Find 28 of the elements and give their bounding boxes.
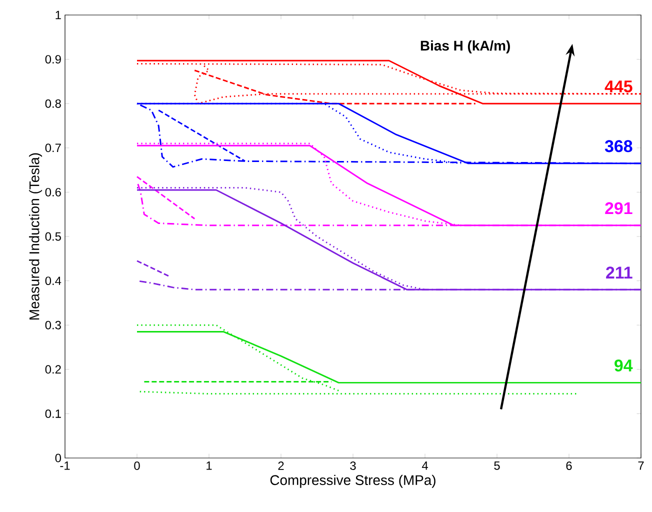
y-tick-label: 0.5 (45, 232, 61, 241)
series-label: 368 (604, 140, 632, 152)
series-label: 445 (604, 80, 632, 92)
series-label: 94 (614, 359, 633, 372)
y-axis-title: Measured Induction (Tesla) (29, 153, 42, 320)
x-tick-label: 6 (566, 462, 572, 470)
x-tick-label: 2 (278, 462, 284, 470)
series-label: 291 (605, 202, 632, 214)
y-tick-label: 0.3 (45, 320, 61, 330)
y-tick-label: 0.8 (45, 99, 61, 108)
y-tick-label: 0.4 (45, 276, 62, 286)
y-tick-label: 0.9 (45, 55, 61, 64)
x-tick-label: 7 (638, 462, 644, 470)
y-tick-label: 0.2 (45, 365, 61, 374)
y-tick-label: 0.6 (45, 188, 61, 196)
y-tick-label: 1 (56, 10, 61, 20)
y-tick-label: 0 (55, 454, 62, 462)
x-tick-label: 0 (134, 462, 140, 470)
x-tick-label: -1 (60, 462, 70, 470)
y-tick-label: 0.7 (45, 144, 61, 152)
series-label: 211 (606, 266, 632, 278)
x-tick-label: 3 (350, 462, 356, 470)
x-axis-title: Compressive Stress (MPa) (270, 474, 436, 488)
x-tick-label: 1 (206, 462, 212, 470)
y-tick-label: 0.1 (45, 409, 61, 418)
x-tick-label: 4 (422, 462, 428, 470)
x-tick-label: 5 (494, 462, 500, 470)
annotation: Bias H (kA/m) (420, 40, 510, 54)
